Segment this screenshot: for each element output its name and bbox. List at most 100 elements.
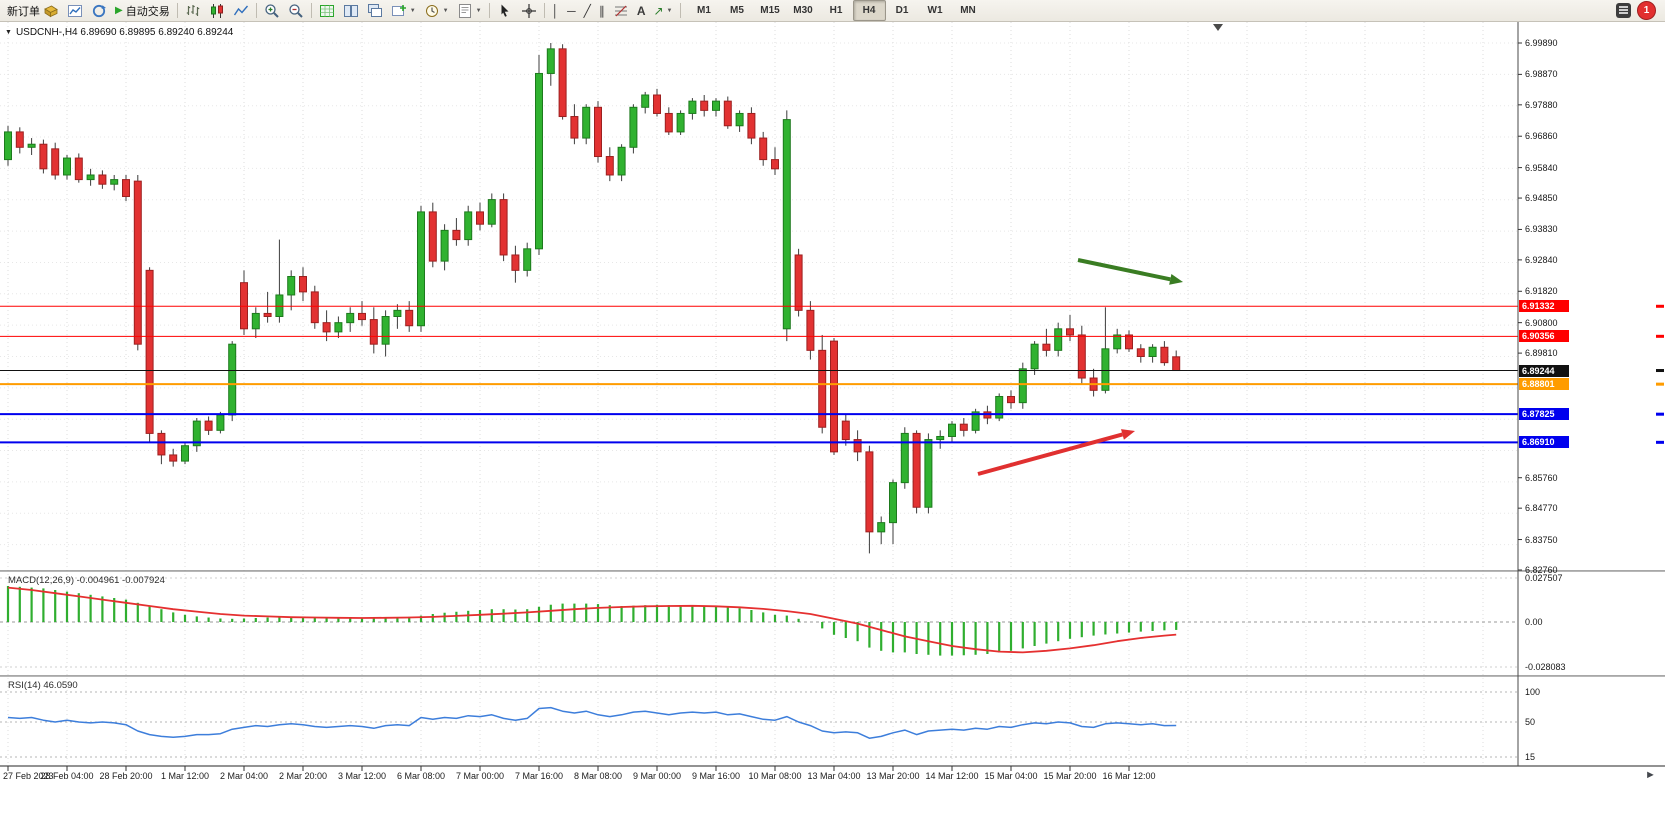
candles-mode-button[interactable] (205, 0, 229, 21)
levels-layer[interactable] (0, 305, 1518, 444)
time-axis-label: 15 Mar 04:00 (984, 771, 1038, 781)
chart-title: USDCNH-,H4 6.89690 6.89895 6.89240 6.892… (15, 27, 234, 38)
cascade-windows-button[interactable] (363, 0, 387, 21)
horizontal-line-tool-button[interactable]: ─ (563, 0, 580, 21)
arrow-tool-icon: ↗ (653, 3, 664, 18)
chevron-down-icon: ▼ (475, 7, 482, 14)
text-tool-button[interactable]: A (633, 0, 650, 21)
timeframe-toolbar: M1 M5 M15 M30 H1 H4 D1 W1 MN (688, 0, 985, 21)
timeframe-button-H4[interactable]: H4 (852, 0, 886, 21)
crosshair-icon (521, 3, 536, 18)
chart-shift-marker (1213, 24, 1223, 31)
candlestick-icon (210, 3, 223, 18)
new-order-label: 新订单 (7, 5, 40, 18)
price-axis-label: 6.90800 (1525, 317, 1558, 328)
timeframe-button-D1[interactable]: D1 (895, 5, 909, 16)
vertical-line-tool-button[interactable]: │ (548, 0, 564, 21)
scroll-to-end-button[interactable]: ► (1645, 769, 1656, 781)
price-axis-label: 6.99890 (1525, 38, 1558, 48)
price-axis-label: 6.95840 (1525, 162, 1558, 173)
timeframe-button-M30[interactable]: M30 (793, 5, 813, 16)
time-axis-label: 28 Feb 04:00 (40, 771, 94, 781)
time-axis-label: 9 Mar 16:00 (691, 771, 741, 781)
zoom-in-icon (265, 3, 279, 18)
auto-trading-play-icon: ▶ (115, 4, 123, 16)
one-click-trading-toggle[interactable]: ▼ (5, 29, 12, 36)
macd-scale-top: 0.027507 (1525, 573, 1563, 583)
new-order-button[interactable]: 新订单 (3, 0, 63, 21)
fibonacci-tool-button[interactable] (609, 0, 633, 21)
price-tag: 6.88801 (1519, 378, 1569, 391)
price-tag: 6.86910 (1519, 436, 1569, 449)
price-tag: 6.90356 (1519, 330, 1569, 343)
rsi-scale-mid: 50 (1525, 717, 1536, 727)
timeframe-button-MN[interactable]: MN (960, 5, 976, 16)
cascade-windows-icon (367, 3, 382, 17)
price-axis-label: 6.83750 (1525, 534, 1558, 545)
templates-button[interactable]: ▼ (453, 0, 486, 21)
cursor-button[interactable] (493, 0, 517, 21)
arrows-tool-button[interactable]: ↗ ▼ (649, 0, 676, 21)
timeframe-button-H1[interactable]: H1 (829, 5, 843, 16)
toolbar-separator (255, 3, 257, 18)
new-chart-icon (391, 4, 406, 16)
price-axis[interactable]: 0.027507 0.00 -0.028083 100 50 15 6.9989… (1519, 22, 1665, 786)
timeframe-button-M1[interactable]: M1 (697, 5, 711, 16)
auto-trading-button[interactable]: ▶ 自动交易 (111, 0, 174, 21)
vertical-line-icon: │ (551, 3, 560, 18)
toolbar-right-group: 1 (1616, 1, 1662, 20)
price-axis-label: 6.82760 (1525, 565, 1558, 575)
zoom-in-button[interactable] (260, 0, 284, 21)
channel-tool-button[interactable]: ∥ (595, 0, 609, 21)
timeframe-button-W1[interactable]: W1 (927, 5, 943, 16)
equidistant-channel-icon: ∥ (598, 3, 605, 18)
zoom-out-button[interactable] (284, 0, 308, 21)
timeframe-button-M5[interactable]: M5 (730, 5, 744, 16)
time-axis[interactable]: 27 Feb 2023 28 Feb 04:00 28 Feb 20:00 1 Mar… (0, 766, 1560, 786)
timeframe-button-M15[interactable]: M15 (760, 5, 780, 16)
price-axis-label: 6.93830 (1525, 224, 1558, 235)
price-axis-label: 6.89810 (1525, 348, 1558, 359)
template-icon (458, 3, 471, 18)
bars-mode-button[interactable] (181, 0, 205, 21)
text-tool-icon: A (636, 3, 646, 18)
time-axis-label: 15 Mar 20:00 (1043, 771, 1097, 781)
main-toolbar: 新订单 ▶ 自动交易 (0, 0, 1665, 22)
tile-windows-icon (343, 4, 358, 17)
tile-windows-button[interactable] (339, 0, 363, 21)
macd-layer (6, 586, 1178, 656)
profiles-button[interactable]: ▼ (420, 0, 453, 21)
charts-button[interactable] (63, 0, 87, 21)
toolbar-separator (679, 3, 681, 18)
macd-scale-bottom: -0.028083 (1525, 662, 1566, 672)
price-axis-label: 6.92840 (1525, 254, 1558, 265)
fibonacci-icon (614, 5, 627, 16)
price-axis-label: 6.98870 (1525, 69, 1558, 80)
arrows-layer[interactable] (977, 258, 1183, 476)
new-chart-button[interactable]: ▼ (387, 0, 420, 21)
time-axis-label: 7 Mar 16:00 (514, 771, 564, 781)
price-tag: 6.89244 (1519, 364, 1569, 377)
alerts-icon[interactable] (1616, 3, 1631, 18)
time-axis-label: 3 Mar 12:00 (337, 771, 387, 781)
market-watch-button[interactable] (87, 0, 111, 21)
crosshair-button[interactable] (517, 0, 541, 21)
price-tag: 6.91332 (1519, 300, 1569, 313)
rsi-label: RSI(14) 46.0590 (8, 680, 78, 691)
time-axis-label: 7 Mar 00:00 (455, 771, 505, 781)
time-axis-label: 13 Mar 20:00 (866, 771, 920, 781)
line-mode-button[interactable] (229, 0, 253, 21)
candles-layer[interactable] (4, 43, 1181, 554)
clock-icon (425, 4, 438, 17)
price-tag: 6.87825 (1519, 408, 1569, 421)
time-axis-label: 2 Mar 20:00 (278, 771, 328, 781)
notification-badge[interactable]: 1 (1637, 1, 1656, 20)
time-axis-label: 1 Mar 12:00 (160, 771, 210, 781)
indicators-button[interactable] (315, 0, 339, 21)
macd-label: MACD(12,26,9) -0.004961 -0.007924 (8, 575, 165, 586)
trendline-tool-button[interactable]: ╱ (580, 0, 595, 21)
indicator-levels-layer (0, 577, 1518, 758)
price-axis-label: 6.94850 (1525, 193, 1558, 204)
grid-layer (0, 22, 1518, 766)
